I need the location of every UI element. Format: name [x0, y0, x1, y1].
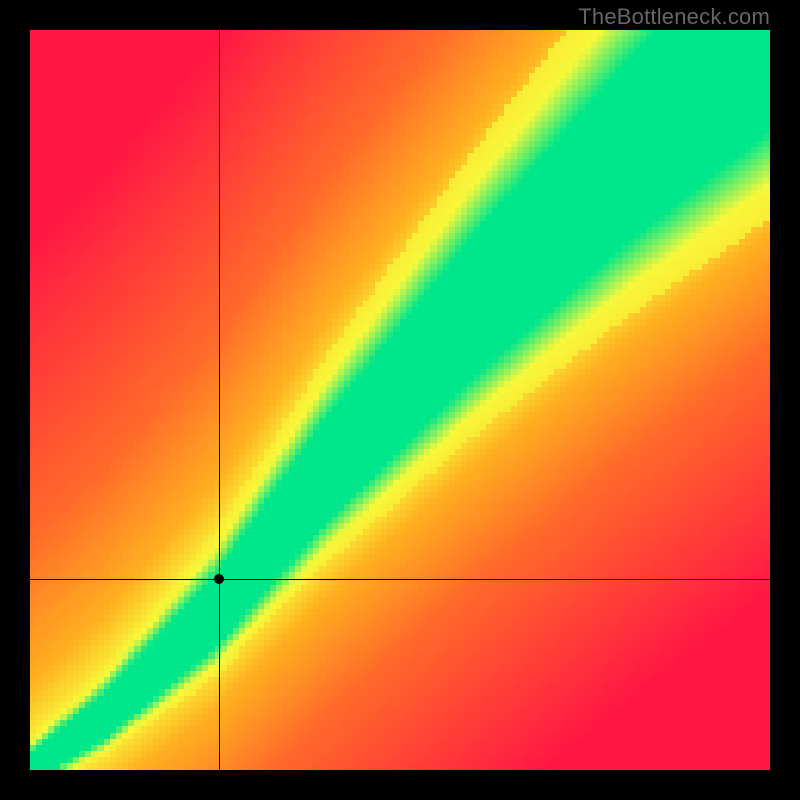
heatmap-canvas — [30, 30, 770, 770]
watermark-text: TheBottleneck.com — [578, 4, 770, 30]
heatmap-plot-area — [30, 30, 770, 770]
crosshair-horizontal — [30, 579, 770, 580]
crosshair-marker-dot — [214, 574, 224, 584]
crosshair-vertical — [219, 30, 220, 770]
